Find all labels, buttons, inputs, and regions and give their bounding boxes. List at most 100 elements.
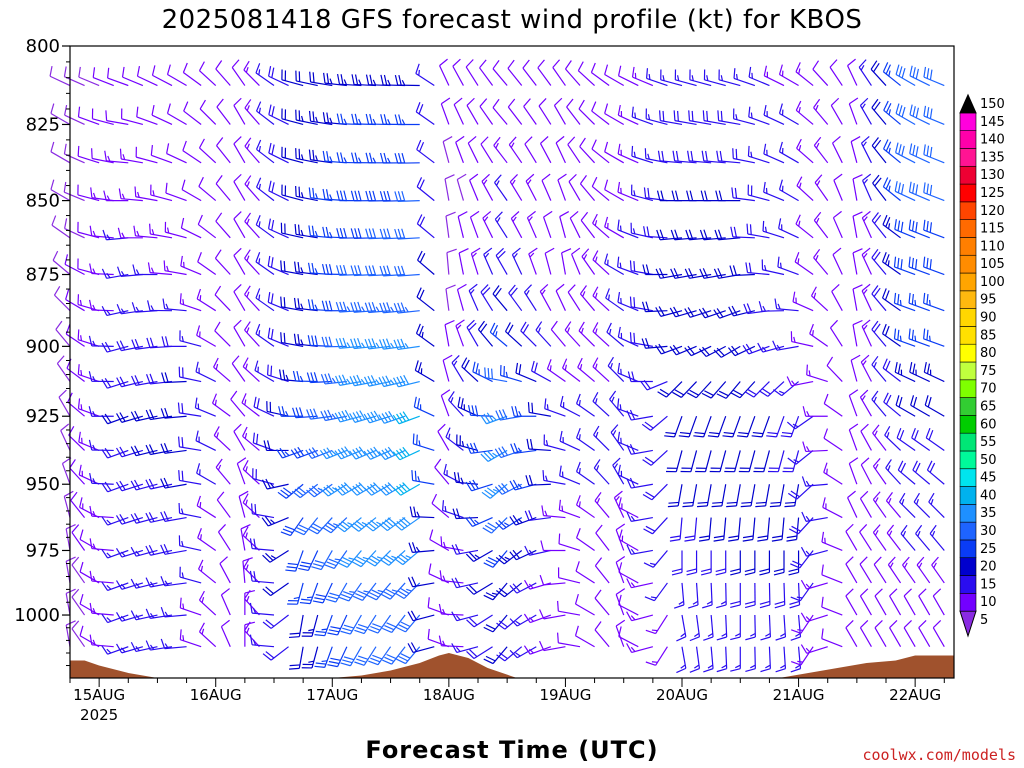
wind-barb [593,459,610,485]
wind-barb [626,611,654,622]
wind-barb [216,98,231,125]
wind-barb [136,66,158,87]
wind-barb [832,135,843,164]
wind-barb [214,249,231,275]
wind-barb [394,191,420,202]
wind-barb [115,480,144,492]
wind-barb [179,566,202,584]
wind-barb [509,582,537,594]
wind-barb [859,556,872,584]
wind-barb [595,524,610,551]
wind-barb [466,97,479,125]
colorbar-label: 30 [980,524,997,539]
wind-barb [916,556,931,584]
wind-barb [900,524,916,551]
wind-barb [492,285,508,312]
colorbar-swatch [959,308,977,327]
wind-barb [800,546,828,557]
wind-barb [932,620,945,648]
wind-barb [643,550,668,568]
colorbar-label: 120 [980,204,1005,219]
wind-barb [794,252,814,276]
wind-barb [814,174,829,201]
wind-barb [604,141,625,164]
wind-barb [526,438,551,452]
wind-barb [458,247,469,275]
wind-barb [557,567,581,584]
wind-barb [909,104,930,126]
wind-barb [244,249,260,275]
wind-barb [101,581,129,592]
colorbar-label: 55 [980,435,997,450]
wind-barb [568,173,581,201]
wind-barb [442,136,453,163]
wind-barb [71,524,86,551]
wind-barb [177,402,202,417]
colorbar-swatch [959,575,977,594]
wind-barb [262,614,289,629]
wind-barb [309,71,333,87]
wind-barb [163,260,187,276]
wind-barb [859,389,872,417]
wind-barb [261,516,289,527]
wind-barb [77,398,100,417]
wind-barb [504,322,523,347]
wind-barb [821,564,843,584]
wind-barb [543,434,566,452]
wind-barb [539,283,552,311]
wind-barb [861,319,872,347]
wind-barb [294,261,318,276]
wind-barb [180,255,202,276]
wind-barb [524,510,551,522]
wind-barb [50,141,71,164]
wind-barb [555,135,566,164]
wind-barb [145,608,173,619]
wind-barb [883,100,901,125]
wind-barb [772,340,799,351]
x-axis: 15AUG 2025 16AUG 17AUG 18AUG 19AUG 20AUG 21AUG 2… [69,678,945,724]
wind-barb [615,619,626,647]
wind-barb [394,74,420,87]
wind-barb [758,381,785,397]
wind-barb [166,143,187,164]
wind-barb [51,215,71,239]
wind-barb [438,603,464,616]
wind-barb [299,582,319,605]
wind-barb [592,250,610,275]
wind-barb [194,397,216,417]
wind-barb [604,179,625,202]
wind-barb [698,517,712,542]
wind-barb [604,253,625,276]
wind-barb [538,98,552,125]
wind-barb [78,66,100,87]
colorbar-swatch [959,326,977,345]
x-tick-label: 19AUG [539,686,591,704]
wind-barb [70,491,86,518]
wind-barb [860,135,872,164]
wind-barb [394,228,420,240]
wind-barb [366,582,392,601]
wind-barb [495,247,508,275]
wind-barb [105,110,129,126]
wind-barb [183,101,202,125]
colorbar-label: 65 [980,399,997,414]
wind-barb [617,362,639,383]
wind-barb [466,646,493,660]
wind-barb [787,449,814,465]
colorbar-bottom-arrow [959,610,977,638]
wind-barb [895,103,916,125]
wind-barb [107,67,129,87]
x-tick-sublabel: 2025 [80,706,118,724]
wind-barb [439,58,450,86]
wind-barb [591,139,610,164]
wind-barb [903,620,916,648]
wind-barb [145,478,173,490]
wind-barb [684,307,712,318]
wind-barb [684,517,698,542]
wind-barb [847,58,858,86]
wind-barb [778,218,799,239]
wind-barb [559,465,581,485]
wind-barb [701,150,726,164]
wind-barb [618,529,639,551]
wind-barb [923,361,945,383]
